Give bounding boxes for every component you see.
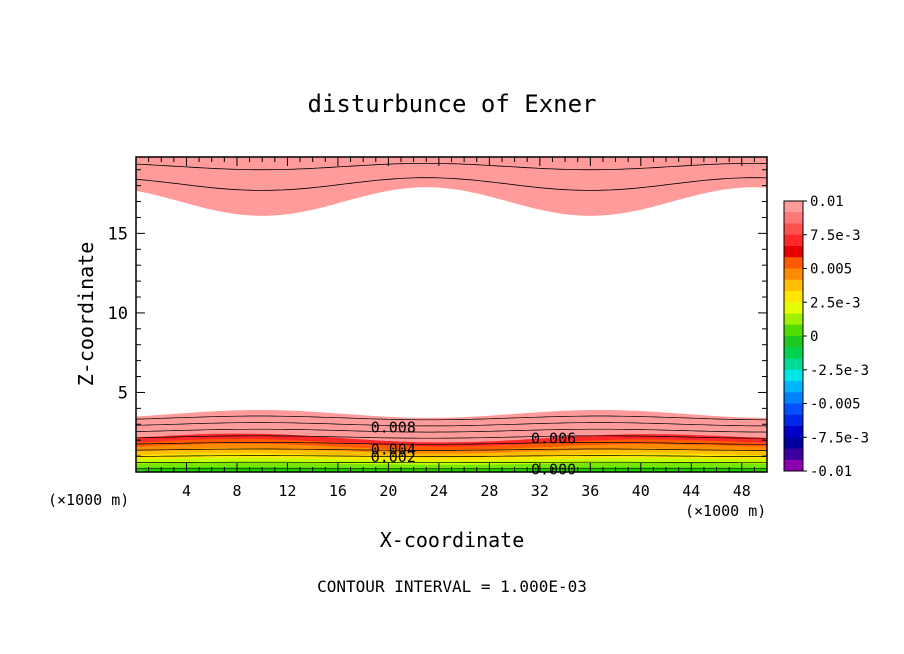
- contour-band-upper: [136, 157, 767, 216]
- colorbar-swatch: [784, 313, 803, 326]
- contour-line: [135, 415, 767, 421]
- y-axis-ticks: 5 10 15: [108, 169, 767, 457]
- contour-line: [135, 435, 767, 439]
- colorbar-swatch: [784, 223, 803, 236]
- colorbar-label: -2.5e-3: [810, 363, 869, 379]
- x-tick-label: 20: [379, 482, 397, 500]
- x-tick-label: 8: [232, 482, 241, 500]
- contour-label: 0.004: [371, 441, 416, 459]
- y-axis-label: Z-coordinate: [74, 242, 98, 387]
- colorbar-swatch: [784, 459, 803, 472]
- colorbar-swatch: [784, 369, 803, 382]
- colorbar-label: -0.005: [810, 397, 861, 413]
- colorbar: [783, 200, 804, 472]
- x-tick-label: 16: [329, 482, 347, 500]
- colorbar-labels: 0.01 7.5e-3 0.005 2.5e-3 0 -2.5e-3 -0.005 -7.5e…: [803, 194, 869, 480]
- x-unit-right: (×1000 m): [685, 502, 766, 520]
- contour-line: [136, 455, 767, 457]
- colorbar-swatch: [784, 437, 803, 449]
- colorbar-swatch: [784, 279, 803, 292]
- colorbar-label: 0.01: [810, 194, 844, 210]
- contour-line: [135, 177, 768, 191]
- colorbar-swatch: [784, 403, 803, 416]
- contour-line: [135, 422, 767, 427]
- colorbar-swatch: [784, 268, 803, 281]
- contour-line: [135, 163, 768, 171]
- x-unit-left: (×1000 m): [48, 491, 129, 509]
- contour-label: 0.006: [531, 430, 576, 448]
- colorbar-swatch: [784, 234, 803, 247]
- colorbar-swatch: [784, 358, 803, 371]
- x-tick-label: 36: [581, 482, 599, 500]
- colorbar-label: 2.5e-3: [810, 295, 861, 311]
- x-tick-label: 24: [430, 482, 448, 500]
- chart-title: disturbunce of Exner: [308, 90, 597, 118]
- colorbar-label: -7.5e-3: [810, 430, 869, 446]
- colorbar-swatch: [784, 448, 803, 461]
- plot-area: [135, 157, 768, 472]
- colorbar-swatch: [784, 324, 803, 337]
- y-tick-label: 5: [118, 383, 128, 403]
- x-tick-label: 48: [733, 482, 751, 500]
- contour-interval-footer: CONTOUR INTERVAL = 1.000E-03: [317, 577, 587, 596]
- contour-label: 0.002: [371, 448, 416, 466]
- colorbar-swatch: [784, 336, 803, 348]
- colorbar-label: 0: [810, 329, 818, 345]
- colorbar-swatch: [784, 212, 803, 224]
- colorbar-swatch: [784, 347, 803, 359]
- x-tick-label: 44: [682, 482, 700, 500]
- x-tick-label: 28: [480, 482, 498, 500]
- colorbar-swatch: [784, 257, 803, 269]
- y-tick-label: 10: [108, 304, 128, 324]
- colorbar-label: 0.005: [810, 262, 852, 278]
- colorbar-swatch: [784, 201, 803, 213]
- contour-line: [135, 428, 768, 433]
- y-tick-label: 15: [108, 224, 128, 244]
- colorbar-label: 7.5e-3: [810, 228, 861, 244]
- x-tick-label: 40: [632, 482, 650, 500]
- contour-line: [135, 442, 767, 445]
- colorbar-swatch: [784, 414, 803, 427]
- colorbar-swatch: [784, 302, 803, 314]
- contour-label: 0.008: [371, 418, 416, 436]
- x-tick-label: 32: [531, 482, 549, 500]
- colorbar-swatch: [784, 381, 803, 393]
- contour-line: [135, 448, 767, 451]
- x-axis-label: X-coordinate: [380, 528, 525, 552]
- colorbar-label: -0.01: [810, 464, 852, 480]
- x-tick-label: 4: [182, 482, 191, 500]
- colorbar-swatch: [784, 392, 803, 404]
- x-tick-label: 12: [278, 482, 296, 500]
- x-axis-ticks: 4 8 12 16 20 24 28 32 36 40 44 48: [148, 157, 755, 500]
- colorbar-swatch: [784, 246, 803, 258]
- colorbar-swatch: [784, 426, 803, 438]
- contour-line: [136, 461, 767, 464]
- contour-label: 0.000: [531, 461, 576, 479]
- colorbar-swatch: [784, 291, 803, 303]
